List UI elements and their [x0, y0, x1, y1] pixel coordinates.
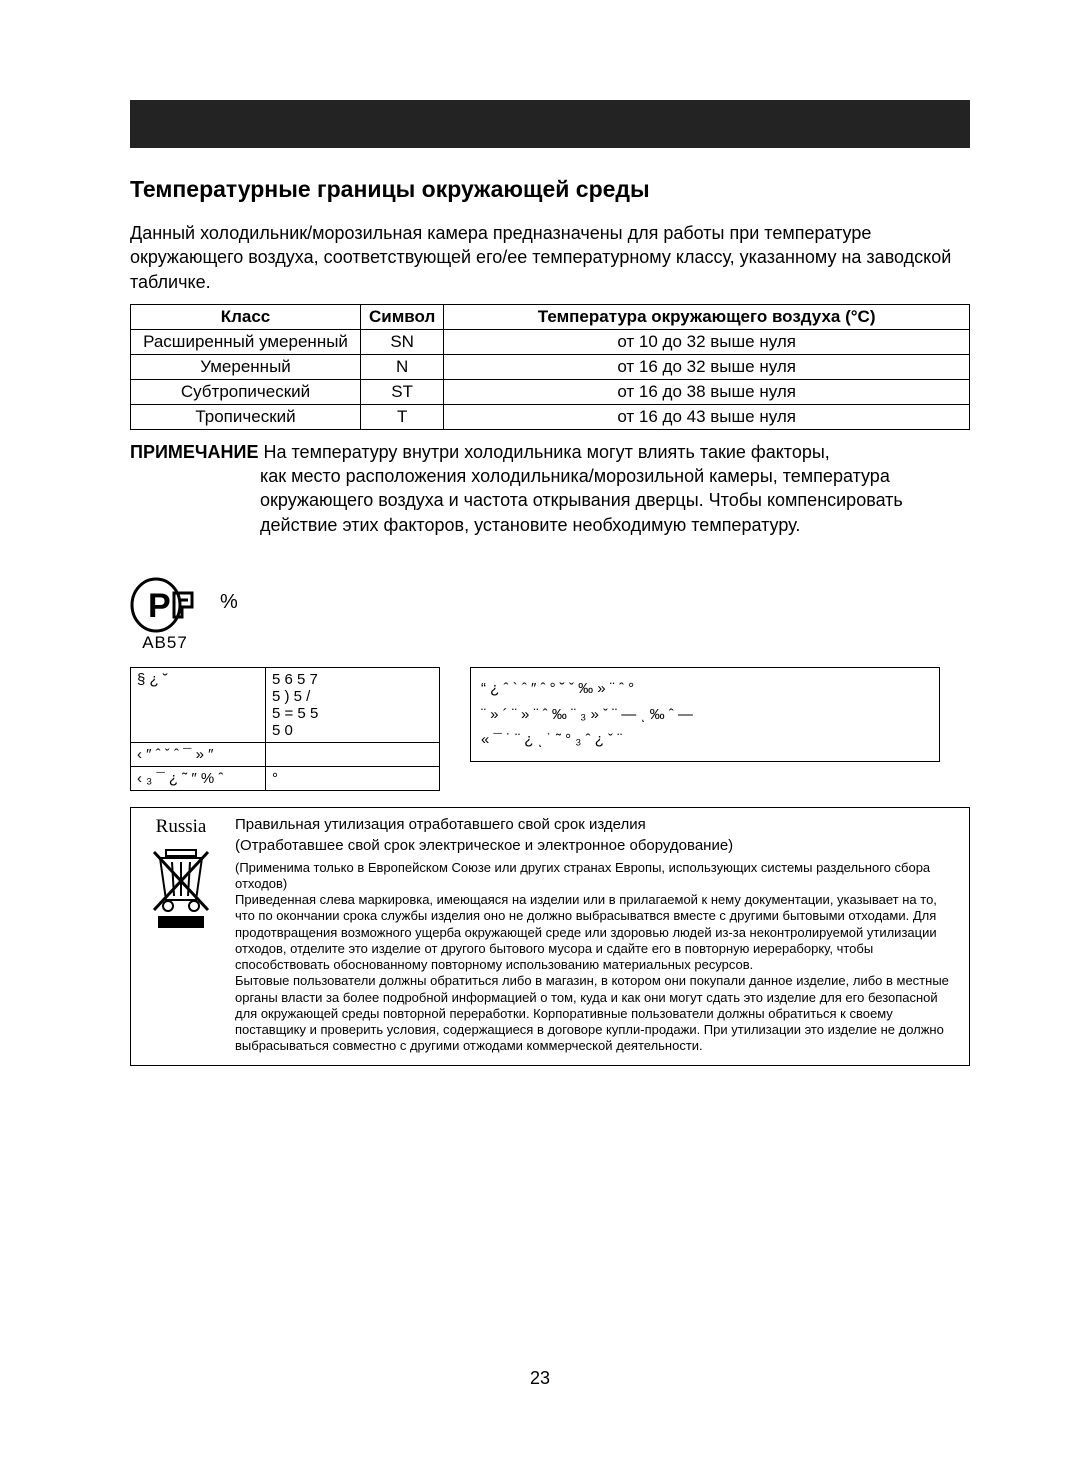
disposal-title-2: (Отработавшее свой срок электрическое и … — [235, 837, 959, 856]
intro-paragraph: Данный холодильник/морозильная камера пр… — [130, 221, 970, 294]
climate-cell: SN — [361, 329, 444, 354]
table-row: СубтропическийSTот 16 до 38 выше нуля — [131, 379, 970, 404]
model-cell-val — [266, 743, 440, 767]
note-text-first: На температуру внутри холодильника могут… — [264, 442, 830, 462]
svg-text:P: P — [148, 587, 171, 625]
disposal-box: Russia Правильная утилизация отработавше… — [130, 807, 970, 1066]
climate-cell: Расширенный умеренный — [131, 329, 361, 354]
model-table: § ¿ ˘5 6 5 7 5 ) 5 / 5 = 5 5 5 0‹ ″ ˆ ˇ … — [130, 667, 440, 791]
climate-header: Температура окружающего воздуха (°C) — [444, 304, 970, 329]
section-title: Температурные границы окружающей среды — [130, 176, 970, 203]
climate-cell: от 16 до 32 выше нуля — [444, 354, 970, 379]
model-cell-key: § ¿ ˘ — [131, 668, 266, 743]
climate-cell: Умеренный — [131, 354, 361, 379]
disposal-title-1: Правильная утилизация отработавшего свой… — [235, 816, 959, 835]
climate-cell: Субтропический — [131, 379, 361, 404]
header-bar — [130, 100, 970, 148]
address-box: “ ¿ ˆ ` ˆ ″ ˆ ° ˘ ˇ ‰ » ¨ ˆ ° ¨ » ´ ¨ » … — [470, 667, 940, 762]
climate-cell: от 10 до 32 выше нуля — [444, 329, 970, 354]
certification-code: AB57 — [130, 633, 200, 653]
table-row: § ¿ ˘5 6 5 7 5 ) 5 / 5 = 5 5 5 0 — [131, 668, 440, 743]
note-block: ПРИМЕЧАНИЕ На температуру внутри холодил… — [130, 440, 970, 537]
note-label: ПРИМЕЧАНИЕ — [130, 442, 258, 462]
page-number: 23 — [0, 1368, 1080, 1389]
model-cell-key: ‹ ₃ ¯ ¿ ˜ ″ % ˆ — [131, 767, 266, 791]
climate-cell: Тропический — [131, 404, 361, 429]
table-row: ‹ ₃ ¯ ¿ ˜ ″ % ˆ° — [131, 767, 440, 791]
certification-side-text: % — [220, 577, 238, 614]
table-row: ТропическийTот 16 до 43 выше нуля — [131, 404, 970, 429]
climate-class-table: КлассСимволТемпература окружающего возду… — [130, 304, 970, 430]
climate-header: Класс — [131, 304, 361, 329]
certification-mark: P AB57 — [130, 577, 200, 653]
disposal-body: (Применима только в Европейском Союзе ил… — [235, 860, 959, 1055]
climate-cell: от 16 до 43 выше нуля — [444, 404, 970, 429]
climate-cell: от 16 до 38 выше нуля — [444, 379, 970, 404]
table-row: Расширенный умеренныйSNот 10 до 32 выше … — [131, 329, 970, 354]
table-row: ‹ ″ ˆ ˇ ˆ ¯ » ″ — [131, 743, 440, 767]
climate-cell: ST — [361, 379, 444, 404]
climate-header: Символ — [361, 304, 444, 329]
climate-cell: T — [361, 404, 444, 429]
disposal-country: Russia — [141, 816, 221, 838]
model-cell-val: ° — [266, 767, 440, 791]
climate-cell: N — [361, 354, 444, 379]
model-cell-key: ‹ ″ ˆ ˇ ˆ ¯ » ″ — [131, 743, 266, 767]
table-row: УмеренныйNот 16 до 32 выше нуля — [131, 354, 970, 379]
weee-icon — [152, 848, 210, 930]
note-text-rest: как место расположения холодильника/моро… — [260, 464, 970, 537]
model-cell-val: 5 6 5 7 5 ) 5 / 5 = 5 5 5 0 — [266, 668, 440, 743]
